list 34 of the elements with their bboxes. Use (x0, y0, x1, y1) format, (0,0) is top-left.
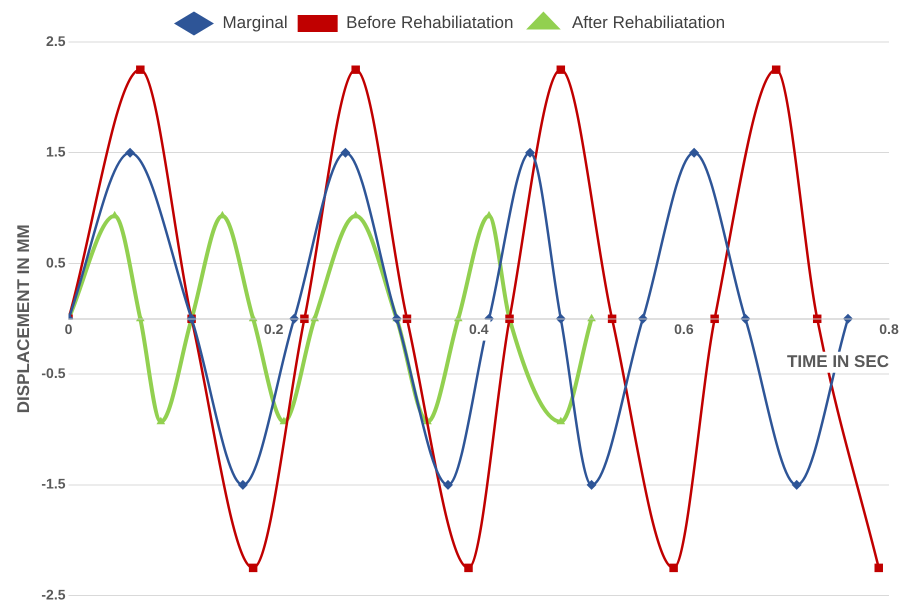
legend-label: Marginal (222, 13, 288, 32)
y-axis-title: DISPLACEMENT IN MM (14, 224, 33, 414)
point (525, 148, 536, 158)
point (248, 564, 258, 572)
point (238, 480, 248, 490)
x-tick-label: 0.8 (879, 321, 899, 338)
point (556, 416, 566, 424)
x-axis-title: TIME IN SEC (786, 352, 890, 371)
point (351, 65, 360, 74)
point (792, 480, 802, 490)
x-tick-label: 0.2 (264, 321, 284, 338)
x-tick-label: 0.6 (674, 321, 694, 338)
x-tick-label: 0.4 (469, 321, 489, 338)
point (772, 65, 780, 74)
point (874, 564, 883, 572)
x-tick-label: 0 (64, 321, 73, 338)
y-tick-label: 1.5 (46, 144, 66, 160)
point (464, 564, 473, 572)
y-tick-label: -0.5 (41, 365, 66, 382)
point (136, 65, 145, 74)
point (442, 480, 453, 490)
point (340, 148, 350, 158)
y-tick-label: 0.5 (46, 254, 66, 270)
point (689, 148, 700, 158)
y-tick-label: -2.5 (41, 586, 66, 602)
y-tick-label: -1.5 (41, 476, 66, 492)
point (125, 148, 136, 158)
point (669, 564, 678, 572)
point (556, 65, 566, 74)
y-tick-label: 2.5 (46, 32, 66, 49)
point (586, 480, 597, 490)
point (156, 416, 166, 424)
legend-label: Before Rehabiliatation (346, 13, 514, 32)
legend-label: After Rehabiliatation (572, 13, 726, 32)
